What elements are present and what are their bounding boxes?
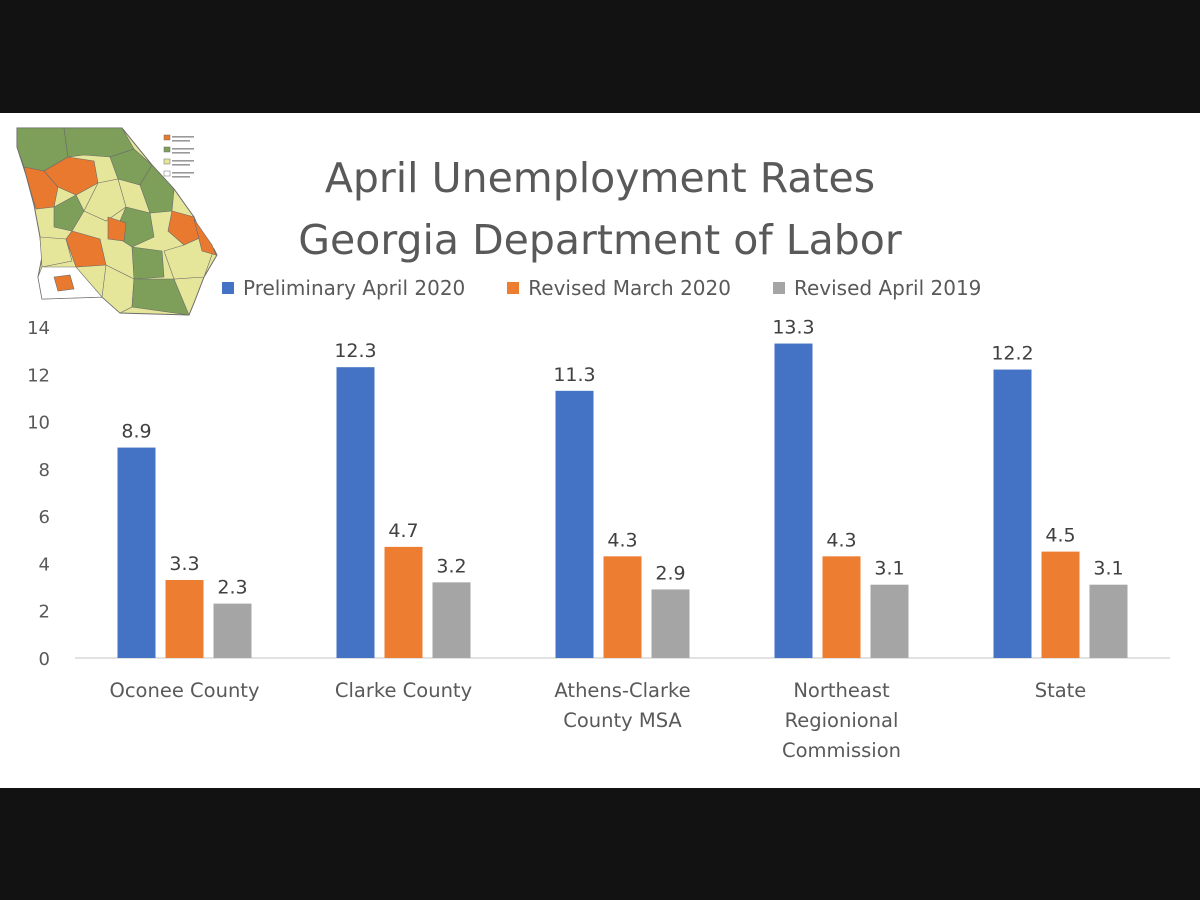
legend-swatch — [222, 282, 234, 294]
y-tick-label: 4 — [39, 554, 50, 575]
chart-title-line: April Unemployment Rates — [324, 154, 876, 202]
map-region — [39, 236, 73, 268]
y-tick-label: 8 — [39, 460, 50, 481]
data-label: 3.1 — [1093, 558, 1123, 580]
bar — [774, 343, 813, 658]
data-label: 4.7 — [388, 520, 418, 542]
bar — [384, 546, 423, 658]
bar — [1089, 584, 1128, 658]
x-category-label: Oconee County — [109, 679, 259, 702]
bar — [603, 556, 642, 658]
map-region — [53, 274, 75, 292]
bar — [651, 589, 690, 658]
data-label: 2.9 — [655, 562, 685, 584]
data-label: 8.9 — [121, 421, 151, 443]
x-category-label: Regionional — [785, 709, 899, 732]
data-label: 11.3 — [553, 364, 595, 386]
y-tick-label: 0 — [39, 649, 50, 670]
map-region — [139, 164, 175, 214]
bar — [993, 369, 1032, 658]
x-category-label: Athens-Clarke — [554, 679, 690, 702]
map-region — [131, 278, 190, 316]
map-region — [107, 216, 127, 242]
y-tick-label: 12 — [27, 365, 50, 386]
chart-title: April Unemployment Rates Georgia Departm… — [200, 147, 1000, 271]
chart-slide: April Unemployment Rates Georgia Departm… — [0, 113, 1200, 788]
data-label: 3.1 — [874, 558, 904, 580]
y-tick-label: 10 — [27, 413, 50, 434]
x-category-label: Northeast — [793, 679, 890, 702]
bar — [165, 579, 204, 658]
legend-swatch — [507, 282, 520, 294]
map-legend — [163, 134, 194, 178]
bar — [117, 447, 156, 658]
data-label: 4.3 — [607, 529, 637, 551]
legend-label: Preliminary April 2020 — [243, 276, 466, 300]
data-label: 12.3 — [334, 340, 376, 362]
data-label: 4.3 — [826, 529, 856, 551]
data-label: 4.5 — [1045, 525, 1075, 547]
map-region — [193, 218, 217, 256]
legend-label: Revised April 2019 — [793, 276, 982, 300]
legend-label: Revised March 2020 — [528, 276, 731, 300]
legend-entry: Preliminary April 2020 — [222, 276, 465, 300]
y-tick-label: 6 — [39, 507, 50, 528]
data-label: 13.3 — [772, 317, 814, 339]
x-category-label: Clarke County — [335, 679, 472, 702]
map-region — [65, 230, 107, 268]
bar — [555, 390, 594, 658]
bar — [822, 556, 861, 658]
data-label: 3.2 — [436, 555, 466, 577]
bar — [1041, 551, 1080, 658]
map-region — [101, 264, 135, 314]
y-tick-label: 2 — [39, 602, 50, 623]
bar — [336, 367, 375, 658]
bar — [870, 584, 909, 658]
x-category-label: County MSA — [563, 709, 682, 732]
x-category-label: Commission — [782, 739, 901, 762]
map-region — [53, 194, 85, 232]
data-label: 3.3 — [169, 553, 199, 575]
legend-swatch — [772, 282, 785, 294]
y-tick-label: 14 — [27, 318, 50, 339]
map-region — [131, 246, 165, 280]
map-region — [83, 178, 127, 222]
legend-entry: Revised April 2019 — [772, 276, 982, 300]
bar-chart-plot: 0 2 4 6 8 10 12 14 8.9 3.3 2.3 Oconee County 12.3 4.7… — [27, 317, 1170, 762]
bar — [432, 582, 471, 658]
data-label: 2.3 — [217, 577, 247, 599]
data-label: 12.2 — [991, 343, 1033, 365]
chart-title-line: Georgia Department of Labor — [298, 216, 902, 264]
georgia-county-map-icon — [16, 127, 218, 316]
legend-entry: Revised March 2020 — [507, 276, 731, 300]
bar — [213, 603, 252, 658]
legend: Preliminary April 2020 Revised March 202… — [222, 275, 981, 301]
x-category-label: State — [1035, 679, 1087, 702]
